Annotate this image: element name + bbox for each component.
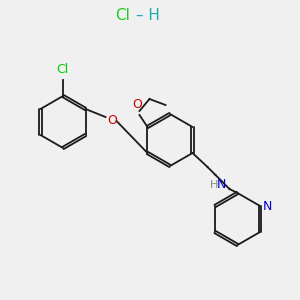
Text: H: H (209, 180, 218, 190)
Text: N: N (217, 178, 226, 191)
Text: Cl: Cl (56, 63, 68, 76)
Text: O: O (108, 115, 118, 128)
Text: N: N (263, 200, 272, 212)
Text: O: O (133, 98, 142, 111)
Text: – H: – H (131, 8, 160, 23)
Text: Cl: Cl (115, 8, 130, 23)
